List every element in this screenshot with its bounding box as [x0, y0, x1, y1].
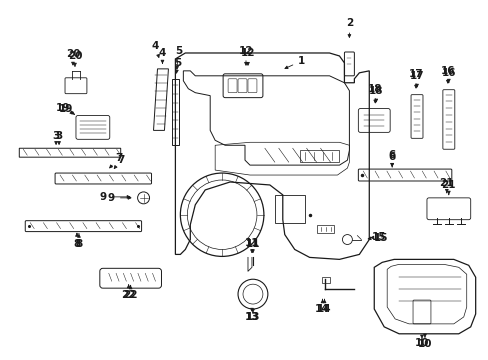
Text: 16: 16: [440, 66, 454, 76]
Text: 4: 4: [159, 48, 166, 58]
Text: 20: 20: [67, 51, 82, 61]
Text: 19: 19: [59, 104, 73, 113]
Text: 11: 11: [244, 238, 259, 248]
Text: 6: 6: [388, 152, 395, 162]
Text: 2: 2: [345, 18, 352, 28]
Text: 5: 5: [173, 58, 181, 68]
Text: 5: 5: [174, 46, 182, 56]
Text: 12: 12: [238, 46, 253, 56]
Text: 21: 21: [439, 178, 453, 188]
Text: 9: 9: [107, 193, 114, 203]
Text: 14: 14: [315, 304, 329, 314]
Text: 7: 7: [115, 153, 122, 163]
Text: 8: 8: [75, 239, 82, 248]
Text: 20: 20: [65, 49, 80, 59]
Text: 13: 13: [245, 312, 260, 322]
Text: 10: 10: [414, 338, 428, 348]
Text: 15: 15: [371, 231, 386, 242]
Text: 3: 3: [55, 131, 62, 141]
Text: 21: 21: [441, 180, 455, 190]
Text: 6: 6: [388, 150, 395, 160]
Text: 7: 7: [117, 155, 124, 165]
Text: 15: 15: [373, 233, 387, 243]
Text: 4: 4: [151, 41, 159, 51]
Text: 3: 3: [52, 131, 60, 141]
Text: 9: 9: [99, 192, 106, 202]
Text: 17: 17: [408, 69, 423, 79]
Text: 1: 1: [298, 56, 305, 66]
Text: 11: 11: [245, 239, 260, 249]
Text: 17: 17: [409, 71, 424, 81]
Text: 16: 16: [441, 68, 455, 78]
Text: 10: 10: [417, 339, 431, 349]
Text: 13: 13: [244, 312, 259, 322]
Text: 22: 22: [123, 290, 138, 300]
Text: 18: 18: [368, 86, 383, 96]
Text: 18: 18: [367, 84, 382, 94]
Text: 8: 8: [73, 239, 81, 248]
Text: 19: 19: [56, 103, 70, 113]
Text: 12: 12: [240, 48, 255, 58]
Text: 14: 14: [317, 304, 331, 314]
Text: 22: 22: [121, 290, 136, 300]
